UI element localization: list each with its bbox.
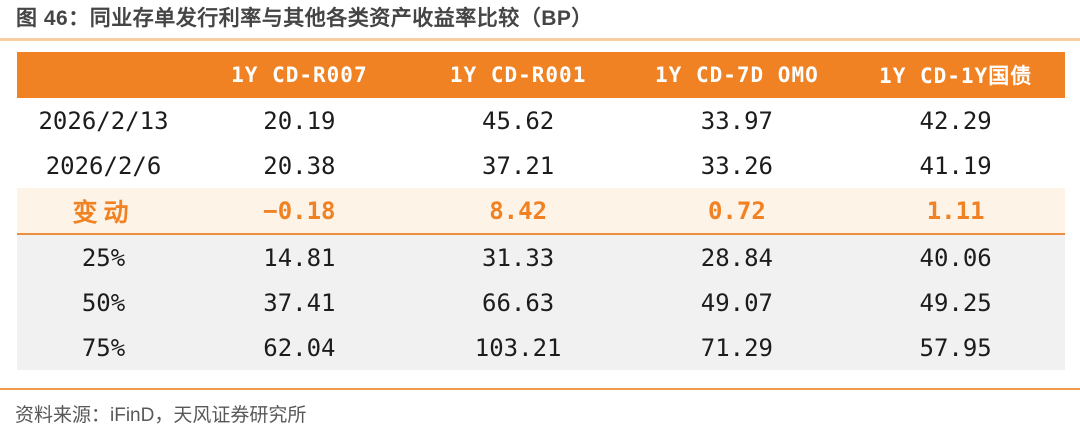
source-note: 资料来源：iFinD，天风证券研究所 (15, 405, 307, 426)
cell-value: 0.72 (707, 196, 766, 225)
cell-value: 103.21 (474, 333, 562, 362)
table-row-75pct: 75% 62.04 103.21 71.29 57.95 (17, 325, 1065, 370)
cell-value: 57.95 (919, 333, 992, 362)
row-label: 2026/2/13 (38, 106, 169, 135)
row-label: 变动 (72, 199, 135, 227)
table-row-change: 变动 −0.18 8.42 0.72 1.11 (17, 188, 1065, 235)
cell-value: 62.04 (263, 333, 336, 362)
table-row-50pct: 50% 37.41 66.63 49.07 49.25 (17, 280, 1065, 325)
cell-value: 49.25 (919, 288, 992, 317)
cell-value: 37.41 (263, 288, 336, 317)
table-row-25pct: 25% 14.81 31.33 28.84 40.06 (17, 235, 1065, 280)
source-divider (0, 388, 1080, 390)
table-row-2026-2-13: 2026/2/13 20.19 45.62 33.97 42.29 (17, 98, 1065, 143)
cell-value: 33.97 (700, 106, 773, 135)
column-header-cd-7d-omo: 1Y CD-7D OMO (655, 63, 819, 87)
cell-value: 37.21 (482, 151, 555, 180)
table-header-row: 1Y CD-R007 1Y CD-R001 1Y CD-7D OMO 1Y CD… (17, 52, 1065, 98)
caption-underline (0, 38, 1080, 41)
row-label: 2026/2/6 (45, 151, 162, 180)
row-label: 25% (81, 243, 126, 272)
column-header-cd-r001: 1Y CD-R001 (449, 63, 587, 87)
data-table: 1Y CD-R007 1Y CD-R001 1Y CD-7D OMO 1Y CD… (17, 52, 1065, 370)
cell-value: 45.62 (482, 106, 555, 135)
figure-caption: 图 46：同业存单发行利率与其他各类资产收益率比较（BP） (16, 7, 593, 30)
cell-value: 41.19 (919, 151, 992, 180)
cell-value: 33.26 (700, 151, 773, 180)
column-header-cd-r007: 1Y CD-R007 (231, 63, 368, 87)
cell-value: 14.81 (263, 243, 336, 272)
cell-value: 40.06 (919, 243, 992, 272)
cell-value: −0.18 (263, 196, 336, 225)
cell-value: 42.29 (919, 106, 992, 135)
cell-value: 8.42 (489, 196, 548, 225)
cell-value: 28.84 (700, 243, 773, 272)
cell-value: 66.63 (482, 288, 555, 317)
row-label: 50% (81, 288, 126, 317)
row-label: 75% (81, 333, 126, 362)
column-header-cd-1y-bond: 1Y CD-1Y国债 (879, 64, 1033, 88)
cell-value: 71.29 (700, 333, 773, 362)
cell-value: 20.38 (263, 151, 336, 180)
table-row-2026-2-6: 2026/2/6 20.38 37.21 33.26 41.19 (17, 143, 1065, 188)
cell-value: 31.33 (482, 243, 555, 272)
cell-value: 49.07 (700, 288, 773, 317)
cell-value: 20.19 (263, 106, 336, 135)
cell-value: 1.11 (926, 196, 985, 225)
